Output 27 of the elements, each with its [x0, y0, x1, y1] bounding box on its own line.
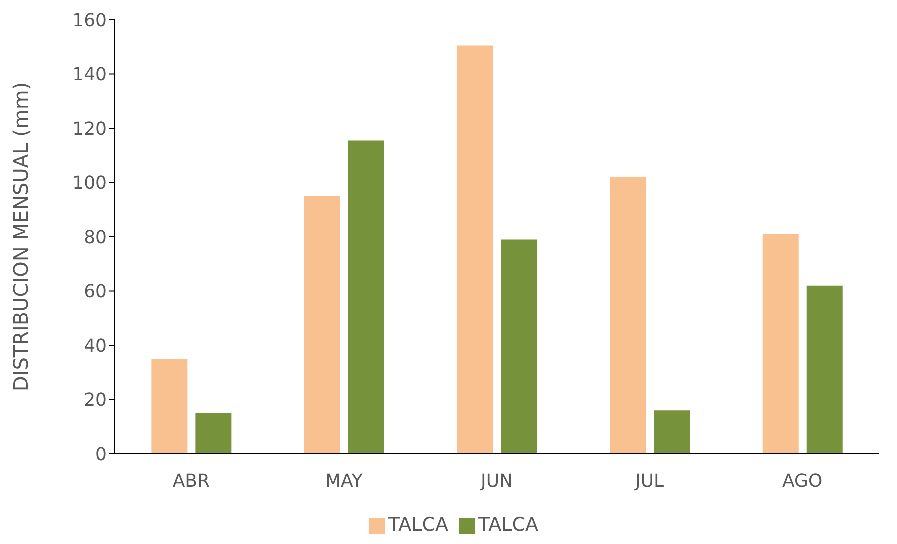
y-tick-label: 160	[72, 10, 107, 32]
x-tick-label: JUL	[634, 470, 664, 492]
y-tick-label: 80	[84, 227, 107, 248]
legend-label: TALCA	[478, 514, 538, 536]
y-axis-title: DISTRIBUCION MENSUAL (mm)	[9, 82, 34, 392]
y-tick-label: 60	[84, 282, 107, 303]
bar	[806, 286, 843, 454]
bar	[304, 196, 340, 454]
bar	[610, 177, 646, 454]
x-tick-label: MAY	[325, 470, 364, 492]
y-tick-label: 0	[96, 444, 107, 466]
y-tick-label: 120	[72, 118, 107, 140]
bar	[762, 234, 799, 454]
x-tick-label: AGO	[782, 470, 823, 492]
bar	[457, 46, 494, 454]
bar	[152, 359, 188, 454]
legend-label: TALCA	[388, 514, 448, 536]
y-tick-label: 20	[84, 390, 107, 412]
x-tick-label: JUN	[480, 470, 513, 492]
bar	[501, 240, 538, 454]
bar	[348, 140, 384, 454]
x-tick-label: ABR	[172, 470, 210, 492]
bar	[654, 410, 690, 454]
y-tick-label: 100	[72, 173, 107, 194]
bar	[196, 413, 232, 454]
y-tick-label: 140	[72, 64, 107, 86]
y-tick-label: 40	[84, 336, 107, 357]
